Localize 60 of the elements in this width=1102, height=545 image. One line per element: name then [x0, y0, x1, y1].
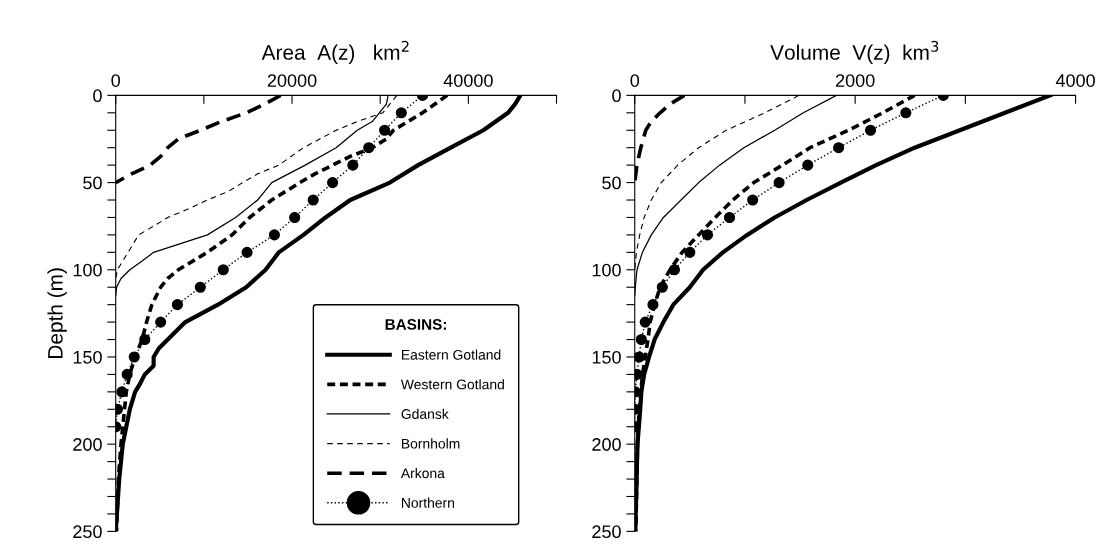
point: [656, 281, 668, 293]
point: [307, 194, 319, 206]
point: [128, 351, 140, 363]
point: [241, 246, 253, 258]
point: [639, 316, 651, 328]
point: [379, 124, 391, 136]
point: [635, 333, 647, 346]
legend-label: Western Gotland: [400, 379, 504, 390]
point: [647, 299, 659, 311]
point: [121, 368, 133, 380]
legend-label: Gdansk: [401, 408, 449, 419]
y-tick-label: 150: [592, 350, 621, 364]
y-tick-label: 200: [592, 438, 621, 451]
x-tick-label: 20000: [267, 74, 317, 87]
y-tick-label: 250: [73, 525, 102, 539]
point: [217, 264, 229, 276]
y-axis-title: Depth (m): [47, 268, 67, 358]
point: [865, 124, 877, 136]
point: [701, 229, 714, 241]
x-tick-label: 4000: [1055, 74, 1095, 87]
legend-label: Arkona: [400, 467, 445, 479]
legend-label: Northern: [402, 497, 454, 508]
point: [773, 177, 785, 189]
y-tick-label: 0: [93, 89, 102, 103]
x-axis-title: Volume V(z) km$^{3}$: [770, 40, 939, 64]
point: [155, 316, 167, 328]
point: [747, 194, 759, 206]
point: [171, 299, 183, 311]
point: [833, 142, 845, 154]
point: [634, 351, 645, 363]
point: [327, 177, 339, 189]
legend-label: Eastern Gotland: [402, 349, 501, 360]
point: [668, 264, 680, 276]
x-tick-label: 0: [111, 74, 121, 87]
point: [268, 229, 280, 241]
point: [116, 386, 128, 398]
point: [139, 333, 151, 346]
x-tick-label: 0: [630, 74, 640, 87]
point: [194, 281, 206, 293]
point: [395, 107, 407, 119]
x-tick-label: 2000: [835, 74, 875, 87]
y-tick-label: 0: [612, 89, 621, 103]
y-tick-label: 150: [73, 350, 102, 364]
point: [684, 246, 696, 258]
legend-label: Bornholm: [402, 438, 460, 449]
point: [802, 159, 814, 171]
legend-title: BASINS:: [385, 319, 446, 330]
y-tick-label: 50: [602, 176, 621, 190]
x-tick-label: 40000: [443, 74, 493, 87]
y-tick-label: 250: [592, 525, 621, 539]
y-tick-label: 100: [592, 263, 621, 277]
point: [363, 142, 375, 154]
point: [723, 211, 736, 224]
y-tick-label: 100: [73, 263, 102, 277]
y-tick-label: 50: [83, 176, 102, 190]
point: [347, 159, 359, 171]
point: [289, 211, 301, 224]
y-tick-label: 200: [73, 438, 102, 451]
x-axis-title: Area A(z) km$^{2}$: [261, 40, 409, 64]
point: [900, 107, 912, 119]
